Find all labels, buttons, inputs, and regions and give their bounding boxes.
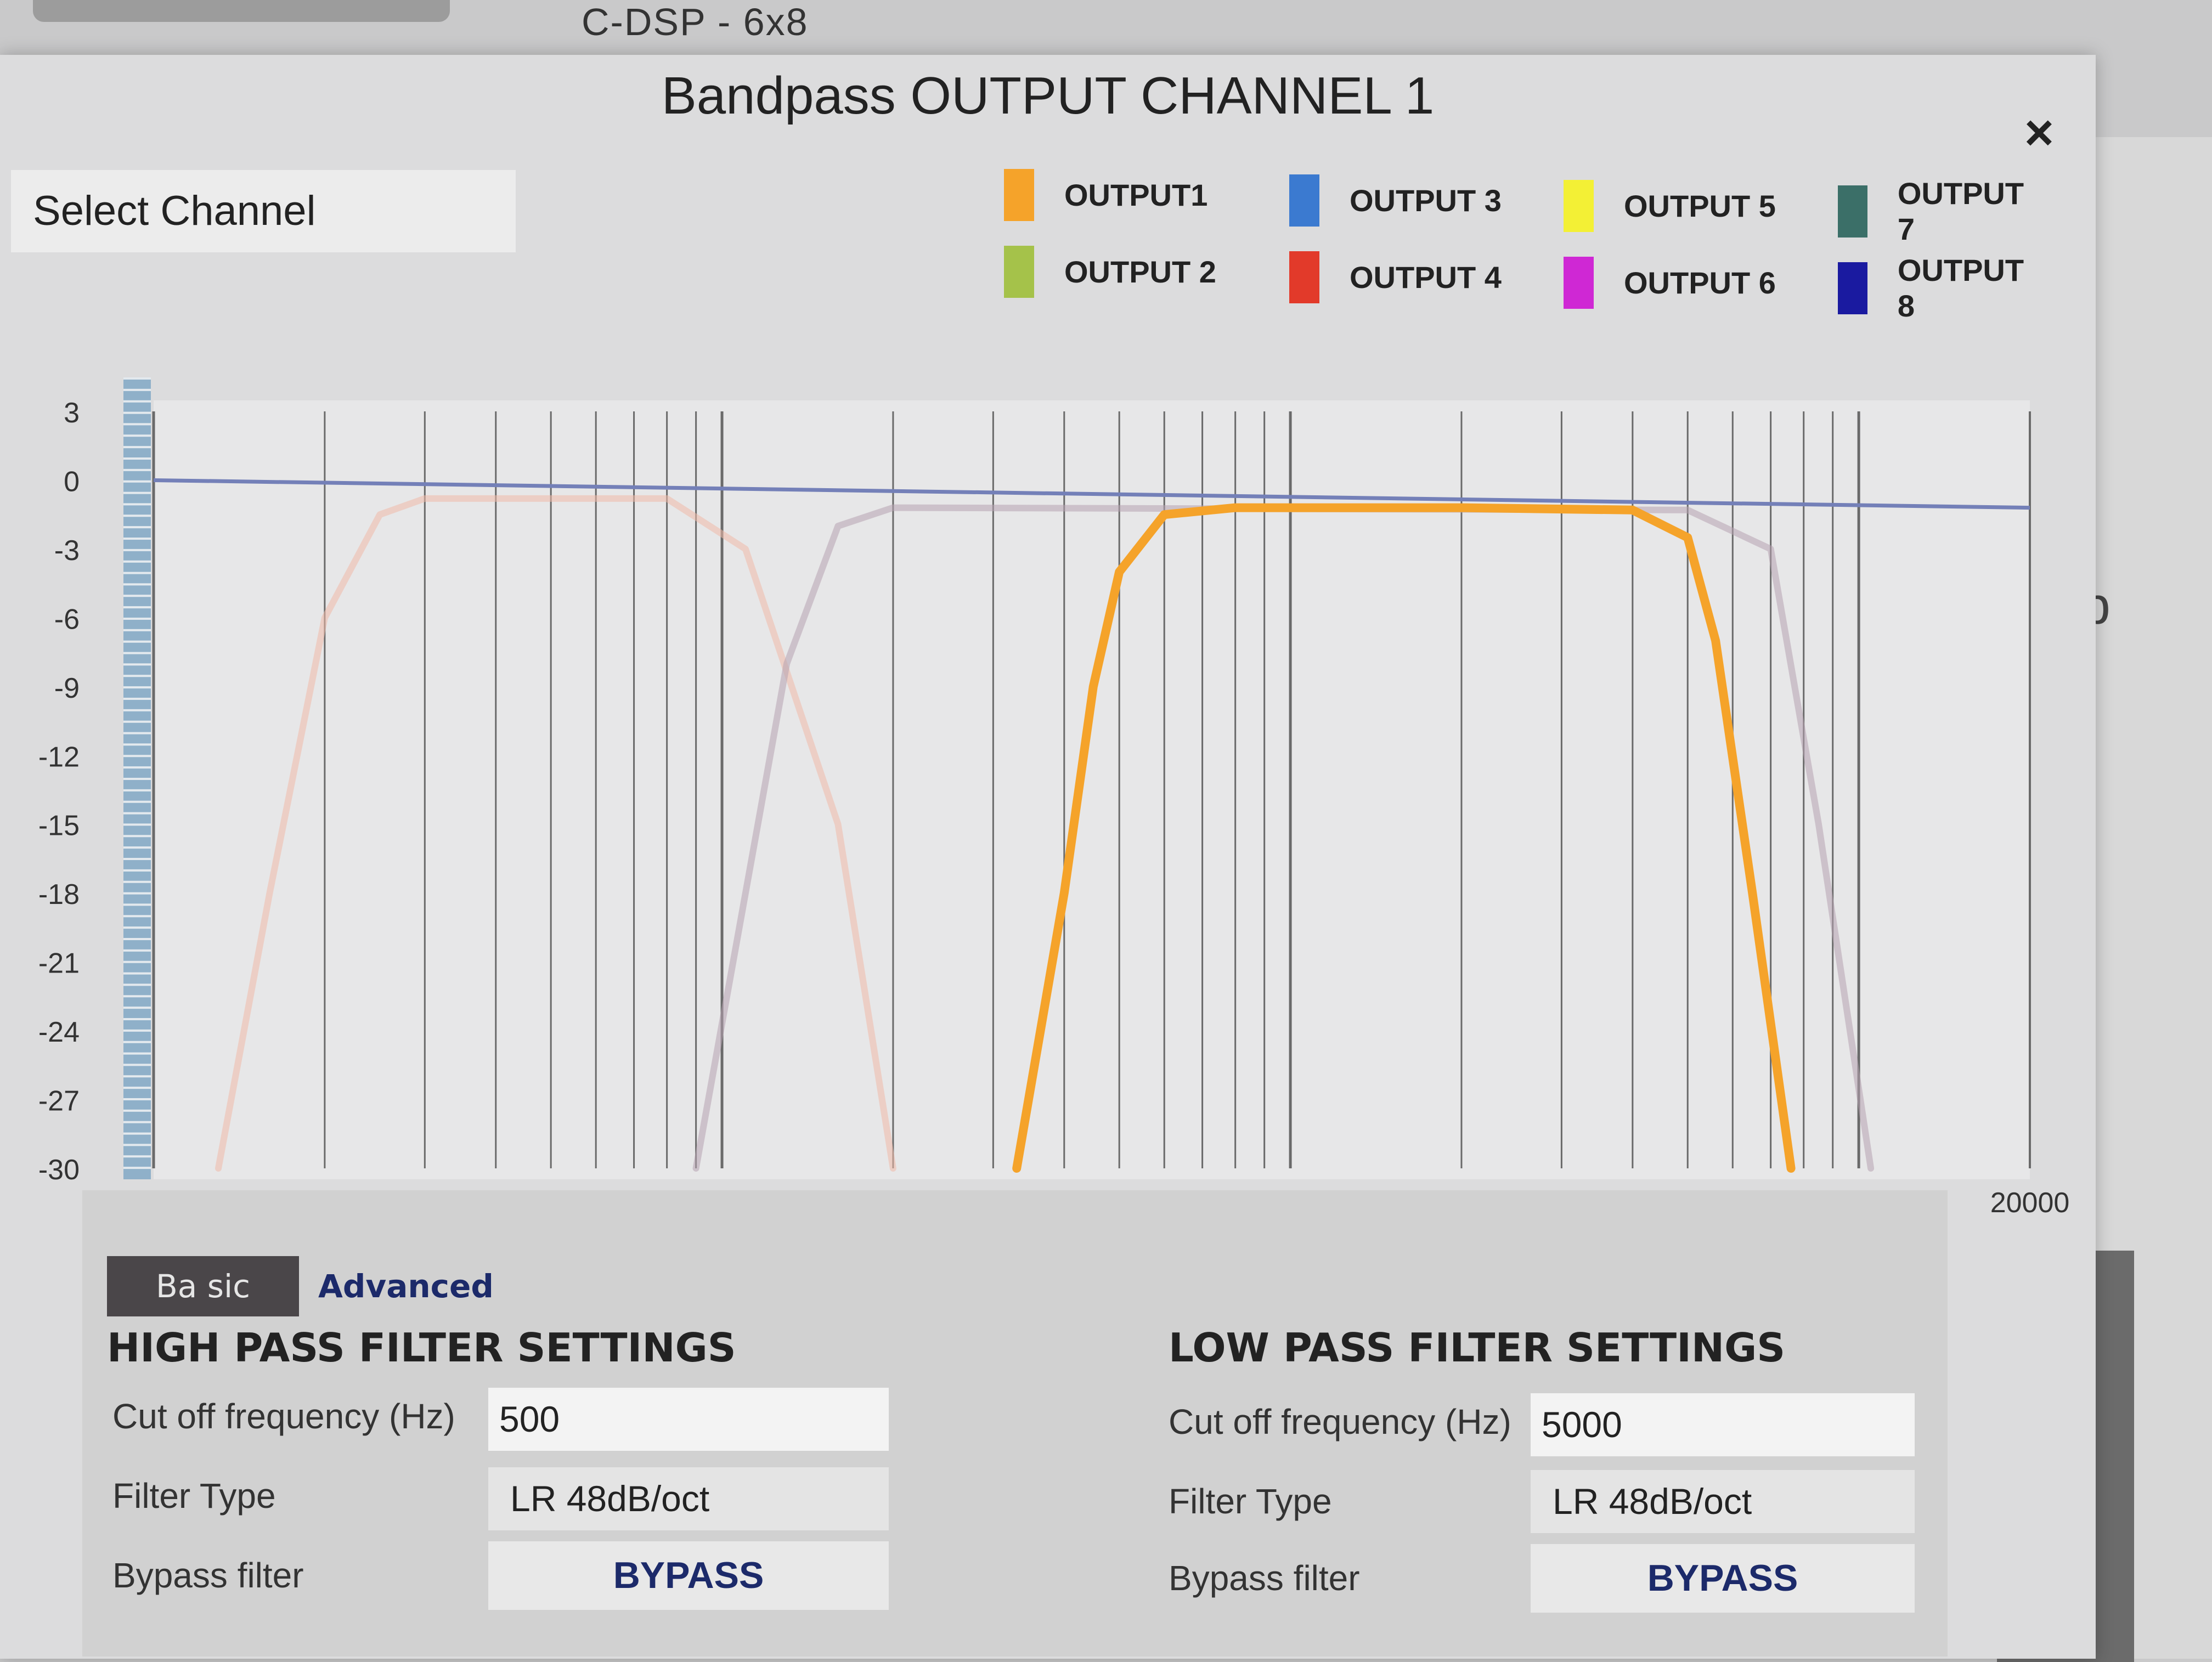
x-tick-label: 20000 bbox=[1990, 1187, 2070, 1218]
high-pass-cutoff-input[interactable]: 500 bbox=[488, 1388, 889, 1451]
legend-item-output4[interactable]: OUTPUT 4 bbox=[1289, 247, 1502, 307]
zero-db-line bbox=[153, 478, 2030, 510]
legend-item-output5[interactable]: OUTPUT 5 bbox=[1564, 176, 1776, 236]
legend-label: OUTPUT 7 bbox=[1897, 176, 2024, 246]
legend-item-output1[interactable]: OUTPUT1 bbox=[1004, 165, 1207, 225]
app-logo bbox=[33, 0, 450, 22]
series-line-output1 bbox=[1012, 503, 1796, 1173]
legend-item-output3[interactable]: OUTPUT 3 bbox=[1289, 170, 1502, 230]
high-pass-bypass-button[interactable]: BYPASS bbox=[488, 1541, 889, 1610]
legend-swatch bbox=[1564, 256, 1594, 309]
y-tick-label: -18 bbox=[38, 879, 80, 911]
bandpass-dialog: Bandpass OUTPUT CHANNEL 1 × Select Chann… bbox=[0, 55, 2096, 1659]
legend-label: OUTPUT 4 bbox=[1350, 259, 1502, 295]
high-pass-type-select[interactable]: LR 48dB/oct bbox=[488, 1467, 889, 1530]
legend-swatch bbox=[1289, 251, 1319, 303]
y-tick-label: 0 bbox=[64, 466, 80, 498]
high-pass-bypass-label: Bypass filter bbox=[112, 1556, 304, 1595]
legend-item-output2[interactable]: OUTPUT 2 bbox=[1004, 241, 1216, 302]
legend-label: OUTPUT 3 bbox=[1350, 183, 1502, 218]
legend-swatch bbox=[1838, 262, 1867, 314]
app-title: C-DSP - 6x8 bbox=[582, 1, 809, 43]
legend-swatch bbox=[1004, 168, 1034, 221]
plot-area bbox=[154, 400, 2030, 1179]
y-tick-label: -24 bbox=[38, 1016, 80, 1048]
low-pass-cutoff-input[interactable]: 5000 bbox=[1531, 1393, 1915, 1456]
legend-label: OUTPUT 5 bbox=[1624, 188, 1776, 223]
legend-label: OUTPUT 2 bbox=[1064, 254, 1216, 289]
legend-swatch bbox=[1289, 174, 1319, 227]
y-tick-label: -12 bbox=[38, 741, 80, 773]
low-pass-type-label: Filter Type bbox=[1169, 1482, 1332, 1521]
high-pass-title: HIGH PASS FILTER SETTINGS bbox=[107, 1325, 736, 1371]
tab-advanced[interactable]: Advanced bbox=[318, 1268, 494, 1305]
legend-swatch bbox=[1004, 245, 1034, 298]
frequency-response-chart[interactable]: 30-3-6-9-12-15-18-21-24-27-3010205010020… bbox=[0, 318, 2079, 1218]
legend-item-output8[interactable]: OUTPUT 8 bbox=[1838, 253, 2046, 323]
filter-settings-panel: Ba sic Advanced HIGH PASS FILTER SETTING… bbox=[82, 1190, 1948, 1657]
high-pass-cutoff-label: Cut off frequency (Hz) bbox=[112, 1397, 455, 1436]
select-channel-dropdown[interactable]: Select Channel bbox=[11, 170, 516, 252]
high-pass-type-label: Filter Type bbox=[112, 1476, 276, 1516]
low-pass-cutoff-label: Cut off frequency (Hz) bbox=[1169, 1402, 1511, 1441]
series-line-inactive bbox=[692, 504, 1875, 1172]
legend-label: OUTPUT 8 bbox=[1897, 253, 2024, 323]
y-tick-label: -9 bbox=[54, 672, 80, 704]
series-line-inactive bbox=[215, 495, 896, 1172]
y-tick-label: -27 bbox=[38, 1086, 80, 1117]
tab-basic[interactable]: Ba sic bbox=[107, 1256, 299, 1316]
legend-item-output7[interactable]: OUTPUT 7 bbox=[1838, 176, 2046, 246]
y-tick-label: -3 bbox=[54, 535, 80, 567]
y-tick-label: 3 bbox=[64, 397, 80, 429]
y-tick-label: -15 bbox=[38, 810, 80, 842]
legend-swatch bbox=[1564, 179, 1594, 232]
low-pass-type-select[interactable]: LR 48dB/oct bbox=[1531, 1470, 1915, 1533]
legend-label: OUTPUT1 bbox=[1064, 177, 1208, 212]
legend-swatch bbox=[1838, 185, 1867, 238]
low-pass-title: LOW PASS FILTER SETTINGS bbox=[1169, 1325, 1786, 1371]
legend-item-output6[interactable]: OUTPUT 6 bbox=[1564, 252, 1776, 313]
output-legend: OUTPUT1 OUTPUT 2 OUTPUT 3 OUTPUT 4 OUTPU… bbox=[1004, 165, 2046, 329]
close-icon[interactable]: × bbox=[2024, 105, 2054, 161]
legend-label: OUTPUT 6 bbox=[1624, 265, 1776, 300]
dialog-title: Bandpass OUTPUT CHANNEL 1 bbox=[661, 66, 1435, 125]
low-pass-bypass-button[interactable]: BYPASS bbox=[1531, 1544, 1915, 1613]
y-tick-label: -30 bbox=[38, 1154, 80, 1186]
y-tick-label: -6 bbox=[54, 603, 80, 635]
low-pass-bypass-label: Bypass filter bbox=[1169, 1558, 1360, 1598]
y-tick-label: -21 bbox=[38, 948, 80, 980]
